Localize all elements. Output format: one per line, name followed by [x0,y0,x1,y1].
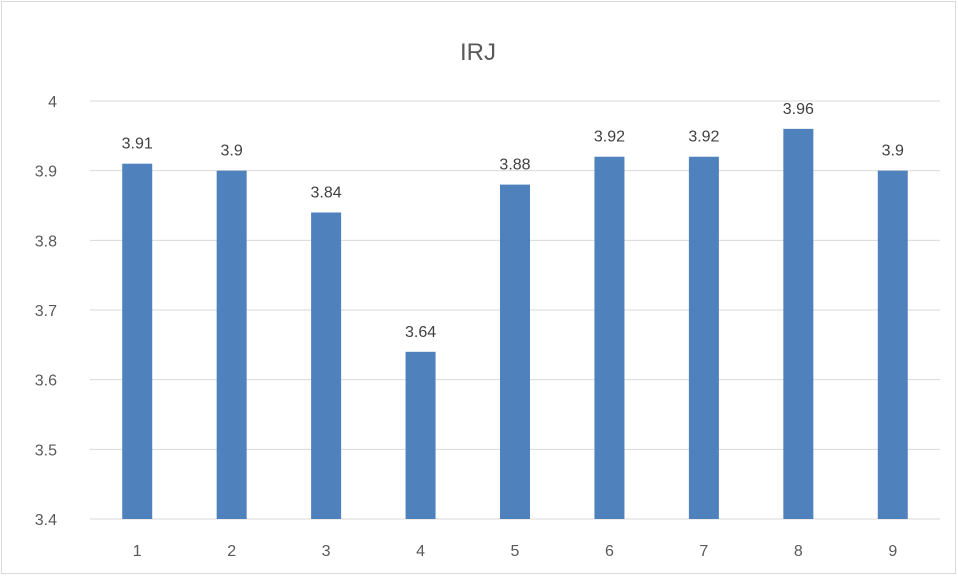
y-tick-label: 4 [48,94,57,111]
y-axis: 3.4 3.5 3.6 3.7 3.8 3.9 4 [35,94,57,529]
bar [688,156,719,519]
bar [216,170,247,519]
data-label: 3.64 [405,324,436,341]
y-tick-label: 3.9 [35,164,57,181]
data-label: 3.88 [499,157,530,174]
bar [783,128,814,519]
data-label: 3.9 [882,143,904,160]
x-tick-label: 1 [133,543,142,560]
bar [405,351,436,519]
y-tick-label: 3.8 [35,233,57,250]
data-label: 3.92 [594,129,625,146]
data-label: 3.96 [783,101,814,118]
data-label: 3.9 [221,143,243,160]
bar [877,170,908,519]
x-tick-label: 4 [416,543,425,560]
data-label: 3.92 [688,129,719,146]
bars [122,128,908,519]
data-label: 3.91 [122,136,153,153]
x-tick-label: 8 [794,543,803,560]
bar [311,212,342,519]
y-tick-label: 3.6 [35,373,57,390]
y-tick-label: 3.5 [35,442,57,459]
data-label: 3.84 [311,184,342,201]
data-labels: 3.91 3.9 3.84 3.64 3.88 3.92 3.92 3.96 3.9 [122,101,904,341]
bar [122,163,153,519]
x-tick-label: 3 [322,543,331,560]
x-tick-label: 5 [511,543,520,560]
chart-title: IRJ [460,39,496,66]
y-tick-label: 3.4 [35,512,57,529]
bar [500,184,530,519]
bar [594,156,625,519]
x-tick-label: 2 [227,543,236,560]
x-tick-label: 9 [888,543,897,560]
y-tick-label: 3.7 [35,303,57,320]
x-tick-label: 7 [699,543,708,560]
x-tick-label: 6 [605,543,614,560]
x-axis: 1 2 3 4 5 6 7 8 9 [133,543,898,560]
